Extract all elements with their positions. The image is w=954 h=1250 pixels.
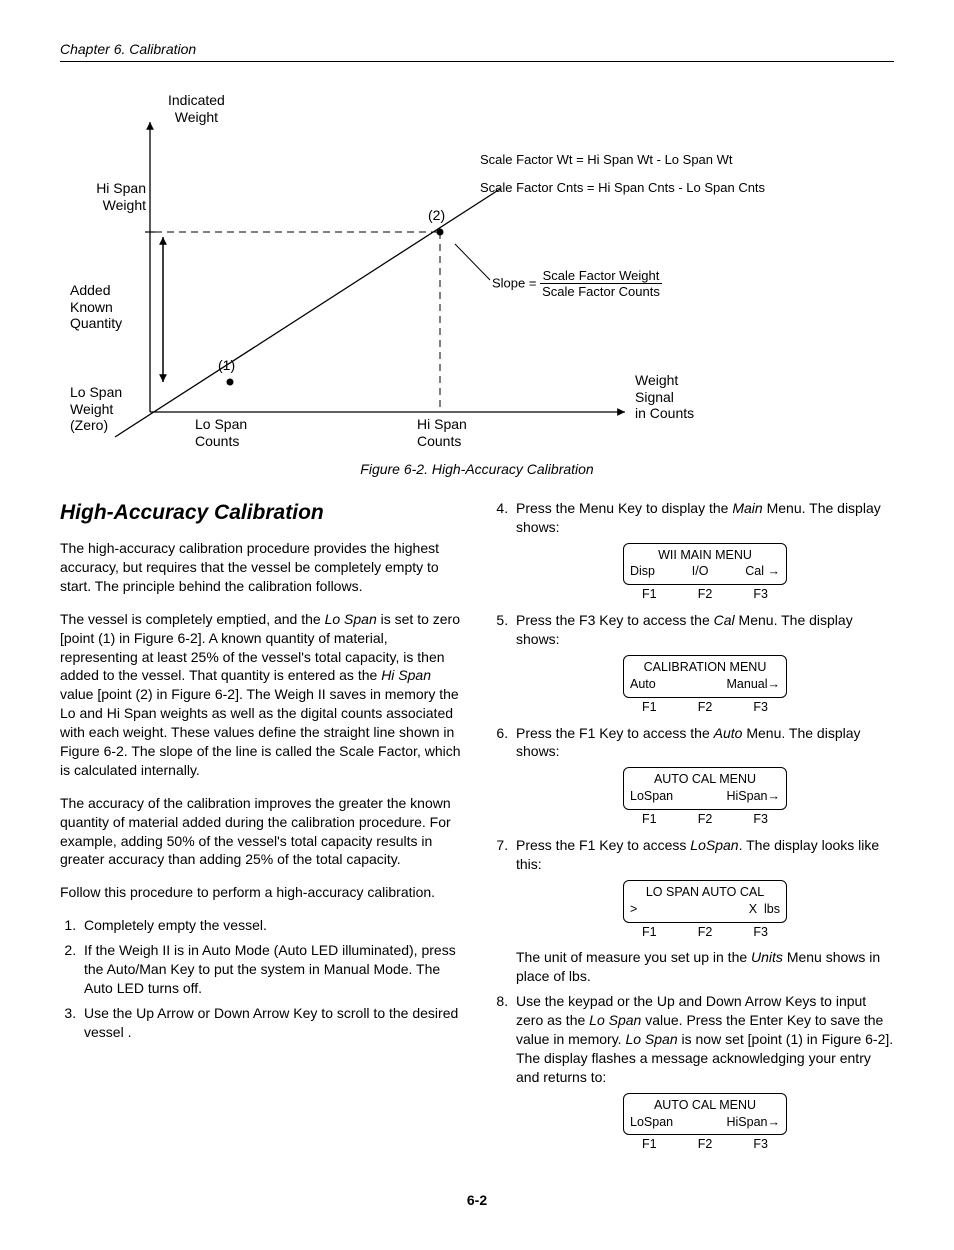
lcd-calibration-menu: CALIBRATION MENU AutoManual→ bbox=[623, 655, 787, 698]
para-2: The vessel is completely emptied, and th… bbox=[60, 610, 462, 780]
figure-caption: Figure 6-2. High-Accuracy Calibration bbox=[60, 460, 894, 479]
step-6: Press the F1 Key to access the Auto Menu… bbox=[512, 724, 894, 828]
lo-span-counts-label: Lo SpanCounts bbox=[195, 416, 247, 450]
hi-span-counts-label: Hi SpanCounts bbox=[417, 416, 467, 450]
step-3: Use the Up Arrow or Down Arrow Key to sc… bbox=[80, 1004, 462, 1042]
scale-factor-wt: Scale Factor Wt = Hi Span Wt - Lo Span W… bbox=[480, 152, 733, 168]
chapter-header: Chapter 6. Calibration bbox=[60, 40, 894, 62]
point-2-label: (2) bbox=[428, 207, 445, 224]
lcd-auto-cal-menu-2: AUTO CAL MENU LoSpanHiSpan→ bbox=[623, 1093, 787, 1136]
yaxis-label: IndicatedWeight bbox=[168, 92, 225, 126]
section-title: High-Accuracy Calibration bbox=[60, 499, 462, 527]
para-4: Follow this procedure to perform a high-… bbox=[60, 883, 462, 902]
step-7: Press the F1 Key to access LoSpan. The d… bbox=[512, 836, 894, 986]
lo-span-weight-label: Lo SpanWeight(Zero) bbox=[70, 384, 122, 434]
figure-6-2: IndicatedWeight Hi SpanWeight AddedKnown… bbox=[60, 82, 894, 452]
step-2: If the Weigh II is in Auto Mode (Auto LE… bbox=[80, 941, 462, 998]
step-4: Press the Menu Key to display the Main M… bbox=[512, 499, 894, 603]
step-1: Completely empty the vessel. bbox=[80, 916, 462, 935]
lcd-main-menu: WII MAIN MENU DispI/OCal → bbox=[623, 543, 787, 586]
scale-factor-cnts: Scale Factor Cnts = Hi Span Cnts - Lo Sp… bbox=[480, 180, 765, 196]
page-number: 6-2 bbox=[60, 1191, 894, 1210]
lcd-lospan: LO SPAN AUTO CAL >X lbs bbox=[623, 880, 787, 923]
step-8: Use the keypad or the Up and Down Arrow … bbox=[512, 992, 894, 1153]
lcd-auto-cal-menu: AUTO CAL MENU LoSpanHiSpan→ bbox=[623, 767, 787, 810]
right-column: Press the Menu Key to display the Main M… bbox=[492, 499, 894, 1161]
hi-span-weight-label: Hi SpanWeight bbox=[86, 180, 146, 214]
added-known-label: AddedKnownQuantity bbox=[70, 282, 122, 332]
slope-equation: Slope = Scale Factor Weight Scale Factor… bbox=[492, 268, 662, 300]
xaxis-label: WeightSignalin Counts bbox=[635, 372, 694, 422]
para-3: The accuracy of the calibration improves… bbox=[60, 794, 462, 870]
para-1: The high-accuracy calibration procedure … bbox=[60, 539, 462, 596]
point-1-label: (1) bbox=[218, 357, 235, 374]
left-column: High-Accuracy Calibration The high-accur… bbox=[60, 499, 462, 1161]
step-5: Press the F3 Key to access the Cal Menu.… bbox=[512, 611, 894, 715]
